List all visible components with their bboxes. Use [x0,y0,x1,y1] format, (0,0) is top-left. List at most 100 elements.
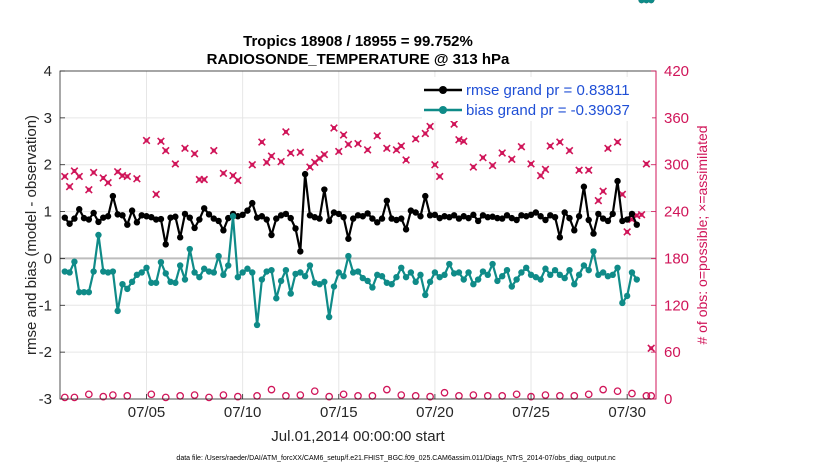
series-point-rmse [157,215,165,223]
obs-assimilated-point [75,172,84,181]
series-point-rmse [335,210,342,218]
obs-assimilated-point [296,148,305,157]
series-point-rmse [619,217,626,225]
series-point-bias [152,279,160,286]
series-point-rmse [460,213,467,220]
obs-assimilated-dot [154,192,159,197]
obs-assimilated-point [426,122,434,131]
series-point-rmse [196,216,203,223]
series-point-bias [460,276,467,283]
series-point-rmse [369,215,376,222]
obs-assimilated-dot [471,165,476,170]
series-point-bias [71,258,78,265]
obs-possible-point [205,393,213,402]
obs-assimilated-point [536,171,545,180]
series-point-rmse [162,241,169,248]
series-point-rmse [128,207,136,214]
series-point-bias [292,270,299,278]
obs-possible-point [70,393,79,402]
series-point-rmse [364,210,371,217]
obs-assimilated-dot [250,162,255,167]
series-point-rmse [61,214,69,221]
series-point-rmse [325,217,333,225]
obs-possible-point [147,390,156,399]
series-point-bias [374,271,381,279]
series-point-bias [124,285,131,293]
series-point-bias [638,0,645,4]
series-point-bias [450,270,458,277]
obs-assimilated-point [339,131,348,139]
series-point-bias [441,271,448,279]
series-point-bias [470,281,477,288]
legend-box [422,77,652,121]
series-point-bias [80,288,88,296]
obs-possible-point [613,387,622,396]
obs-assimilated-point [402,156,410,164]
obs-possible-point [397,391,406,399]
obs-assimilated-dot [312,160,317,165]
obs-assimilated-point [157,137,165,146]
series-point-bias [484,271,491,279]
obs-assimilated-point [258,138,266,146]
series-point-rmse [71,215,78,222]
series-point-rmse [609,210,616,218]
y-right-tick-label: 0 [664,391,672,408]
obs-assimilated-dot [413,136,418,141]
series-point-bias [128,278,136,286]
series-point-rmse [354,212,362,219]
series-point-bias [369,284,376,291]
series-point-rmse [585,216,592,224]
series-point-bias [580,262,588,269]
series-point-bias [234,273,242,281]
obs-assimilated-point [373,131,382,140]
series-point-rmse [465,214,472,222]
series-point-rmse [186,214,193,221]
obs-assimilated-dot [375,133,380,138]
obs-assimilated-point [527,160,535,168]
series-point-rmse [292,225,299,232]
footer-datafile: data file: /Users/raeder/DAI/ATM_forcXX/… [176,455,616,462]
obs-assimilated-dot [639,212,644,217]
series-point-bias [489,260,496,268]
series-point-rmse [398,215,405,222]
series-layer [61,0,655,329]
obs-assimilated-point [498,149,507,157]
series-point-bias [61,268,69,275]
series-point-bias [436,273,443,281]
obs-layer [60,120,656,402]
obs-assimilated-dot [346,142,351,147]
obs-assimilated-dot [601,189,606,194]
obs-assimilated-point [248,160,257,169]
obs-assimilated-dot [259,140,264,145]
series-point-rmse [503,212,511,219]
series-point-rmse [200,205,208,212]
obs-assimilated-point [152,190,160,199]
series-point-rmse [124,221,131,228]
series-point-rmse [345,235,352,242]
obs-assimilated-point [637,210,646,219]
x-axis-label: Jul.01,2014 00:00:00 start [271,428,445,445]
series-point-rmse [273,215,280,222]
obs-assimilated-point [604,144,612,153]
obs-assimilated-dot [134,176,139,181]
obs-assimilated-dot [192,151,197,156]
obs-assimilated-dot [182,146,187,151]
series-point-bias [523,264,530,271]
obs-possible-point [219,391,228,399]
series-point-bias [647,0,655,4]
series-point-bias [244,265,251,272]
obs-assimilated-point [233,176,242,185]
obs-assimilated-point [584,166,593,175]
series-point-bias [619,299,626,307]
obs-assimilated-point [647,344,656,353]
obs-assimilated-point [334,147,343,156]
series-point-rmse [561,209,568,216]
obs-possible-point [99,392,108,401]
series-point-bias [66,269,73,276]
series-point-rmse [152,216,160,223]
series-point-bias [258,276,266,283]
obs-assimilated-dot [557,140,562,145]
series-point-rmse [508,214,516,222]
series-point-rmse [340,213,347,221]
series-point-bias [273,295,280,302]
